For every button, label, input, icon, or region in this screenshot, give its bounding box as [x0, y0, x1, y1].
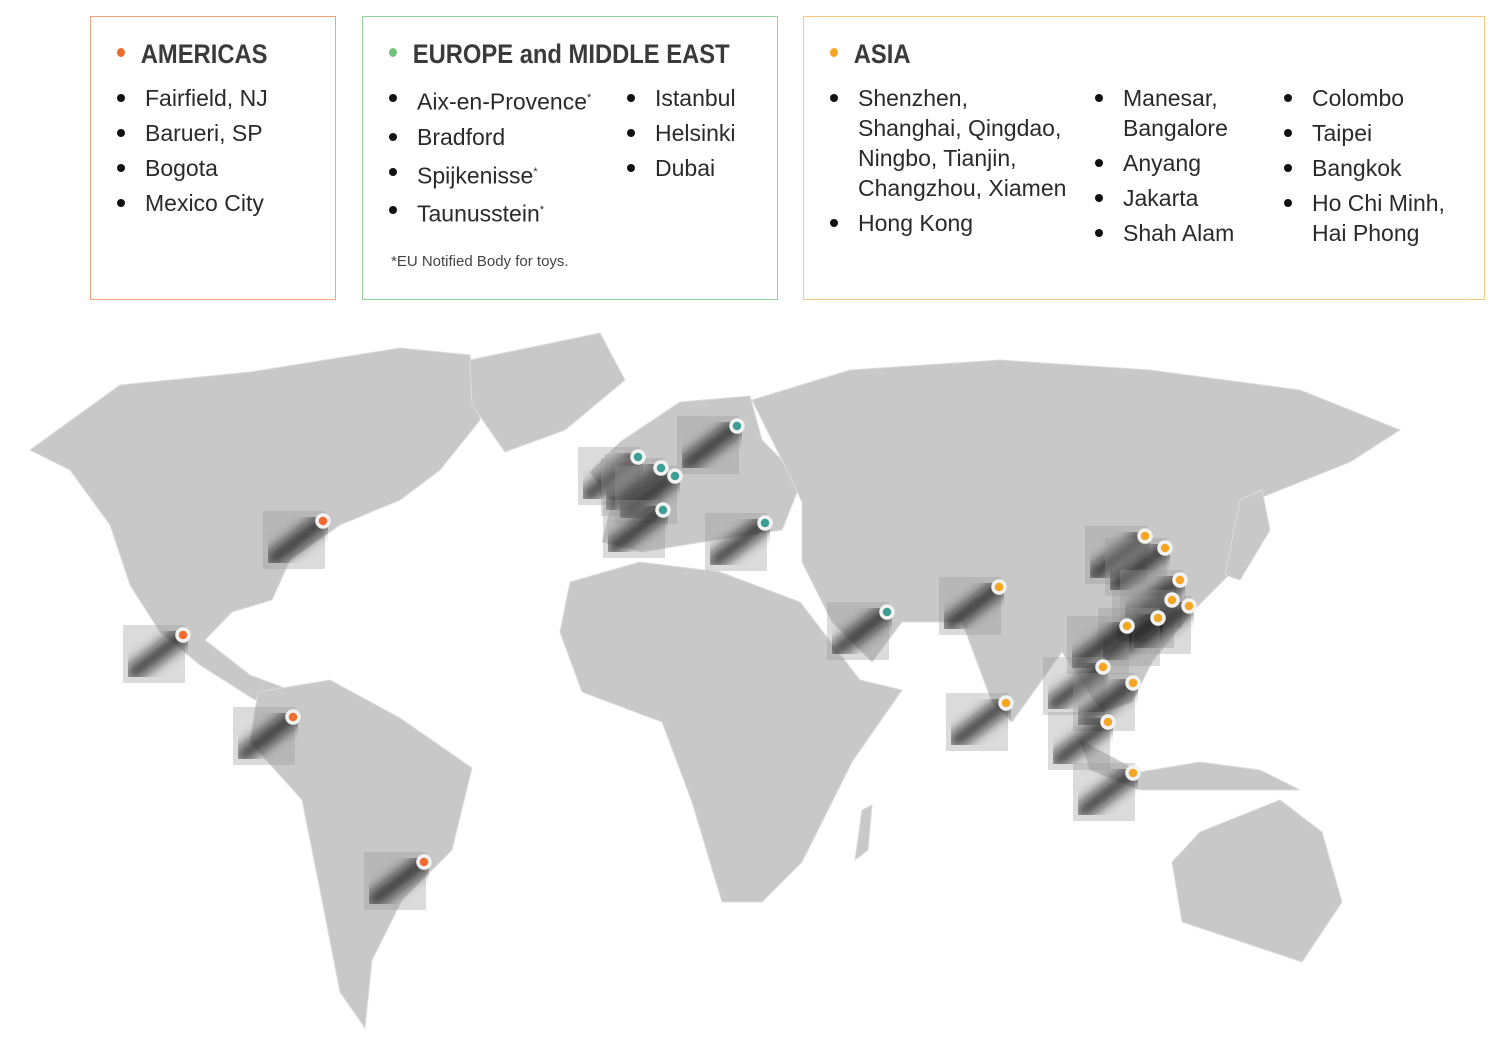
location-pin-icon: [1125, 765, 1141, 781]
land: [29, 332, 1402, 1030]
marker-shadow: [1087, 528, 1153, 582]
marker-shadow: [1107, 540, 1173, 594]
europe-box: EUROPE and MIDDLE EAST Aix-en-Provence* B…: [362, 16, 778, 300]
marker-shadow: [580, 449, 646, 503]
location-item: Fairfield, NJ: [117, 83, 268, 113]
location-pin-icon: [1181, 598, 1197, 614]
marker-shadow: [941, 579, 1007, 633]
location-item: Dubai: [627, 153, 736, 183]
location-markers: [123, 416, 1197, 910]
marker-shadow: [679, 418, 745, 472]
footnote: *EU Notified Body for toys.: [391, 253, 569, 270]
marker-shadow: [1131, 598, 1197, 652]
europe-title: EUROPE and MIDDLE EAST: [389, 39, 730, 70]
location-pin-icon: [416, 854, 432, 870]
location-pin-icon: [757, 515, 773, 531]
world-map: [29, 332, 1402, 1030]
marker-shadow: [1100, 610, 1166, 664]
australia: [1171, 799, 1343, 963]
location-pin-icon: [1164, 592, 1180, 608]
americas-title: AMERICAS: [117, 39, 267, 70]
location-pin-icon: [653, 460, 669, 476]
location-item: Colombo: [1284, 83, 1464, 113]
location-pin-icon: [991, 579, 1007, 595]
asia: [751, 359, 1402, 723]
greenland: [469, 332, 626, 453]
location-item: Mexico City: [117, 188, 268, 218]
marker-shadow: [235, 709, 301, 763]
location-pin-icon: [879, 604, 895, 620]
location-item: Ho Chi Minh, Hai Phong: [1284, 188, 1464, 248]
bullet-icon: [117, 48, 125, 58]
location-pin-icon: [729, 418, 745, 434]
location-pin-icon: [1100, 714, 1116, 730]
marker-shadow: [605, 502, 671, 556]
location-item: Taunusstein*: [389, 195, 591, 229]
location-pin-icon: [1137, 528, 1153, 544]
location-pin-icon: [998, 695, 1014, 711]
marker-shadow: [1122, 572, 1188, 626]
location-item: Bangkok: [1284, 153, 1464, 183]
marker-shadow: [948, 695, 1014, 749]
location-item: Spijkenisse*: [389, 157, 591, 191]
marker-shadow: [829, 604, 895, 658]
location-pin-icon: [1150, 610, 1166, 626]
madagascar: [854, 804, 873, 862]
marker-shadow: [366, 854, 432, 908]
africa: [559, 561, 903, 903]
location-item: Helsinki: [627, 118, 736, 148]
location-pin-icon: [667, 468, 683, 484]
location-pin-icon: [315, 513, 331, 529]
asia-title: ASIA: [830, 39, 911, 70]
marker-shadow: [1075, 675, 1141, 729]
south-america: [249, 679, 473, 1030]
location-item: Manesar, Bangalore: [1095, 83, 1255, 143]
marker-shadow: [125, 627, 191, 681]
japan: [1224, 489, 1271, 581]
asia-box: ASIA Shenzhen, Shanghai, Qingdao, Ningbo…: [803, 16, 1485, 300]
location-pin-icon: [1095, 659, 1111, 675]
marker-shadow: [603, 460, 669, 514]
north-america: [29, 347, 481, 701]
bullet-icon: [389, 48, 397, 58]
location-pin-icon: [1157, 540, 1173, 556]
location-pin-icon: [1172, 572, 1188, 588]
americas-box: AMERICAS Fairfield, NJ Barueri, SP Bogota M…: [90, 16, 336, 300]
location-item: Hong Kong: [830, 208, 1070, 238]
marker-shadow: [617, 468, 683, 522]
location-item: Bradford: [389, 122, 591, 152]
location-item: Istanbul: [627, 83, 736, 113]
location-item: Anyang: [1095, 148, 1255, 178]
marker-shadow: [1050, 714, 1116, 768]
location-pin-icon: [285, 709, 301, 725]
location-item: Aix-en-Provence*: [389, 83, 591, 117]
location-pin-icon: [1125, 675, 1141, 691]
location-item: Shah Alam: [1095, 218, 1255, 248]
bullet-icon: [830, 48, 838, 58]
marker-shadow: [707, 515, 773, 569]
marker-shadow: [265, 513, 331, 567]
europe: [589, 395, 803, 553]
location-pin-icon: [655, 502, 671, 518]
location-item: Barueri, SP: [117, 118, 268, 148]
location-item: Jakarta: [1095, 183, 1255, 213]
location-item: Bogota: [117, 153, 268, 183]
marker-shadow: [1045, 659, 1111, 713]
marker-shadow: [1075, 765, 1141, 819]
location-pin-icon: [1119, 618, 1135, 634]
marker-shadow: [1069, 618, 1135, 672]
location-pin-icon: [630, 449, 646, 465]
location-item: Taipei: [1284, 118, 1464, 148]
location-item: Shenzhen, Shanghai, Qingdao, Ningbo, Tia…: [830, 83, 1070, 203]
location-pin-icon: [175, 627, 191, 643]
